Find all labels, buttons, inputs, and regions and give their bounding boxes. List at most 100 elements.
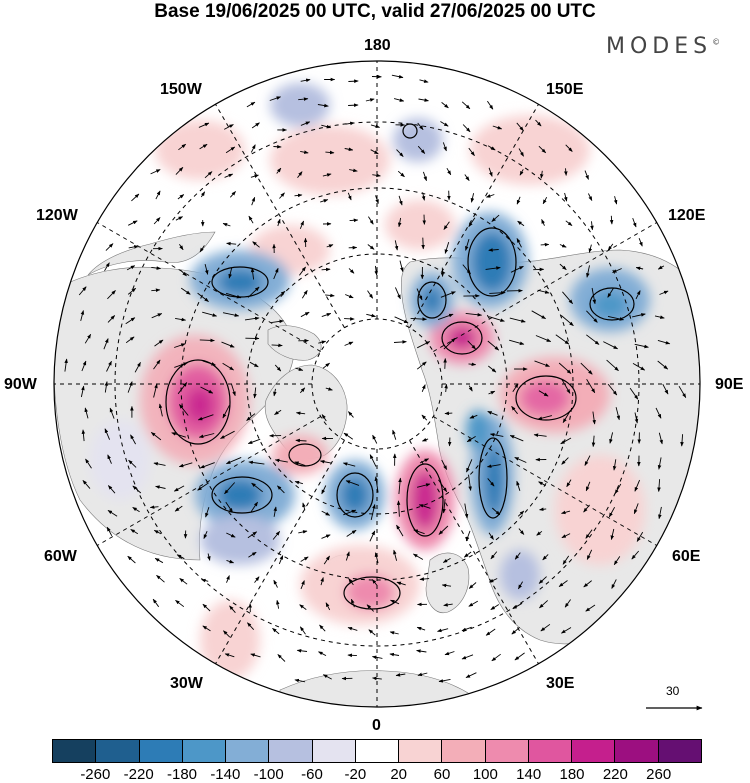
wind-vector-arrow — [248, 551, 257, 558]
wind-vector-arrow — [512, 602, 523, 610]
wind-vector-arrow — [197, 292, 209, 302]
wind-vector-arrow — [393, 98, 405, 102]
wind-vector-arrow — [322, 674, 332, 680]
wind-vector-arrow — [422, 171, 427, 182]
wind-vector-arrow — [631, 550, 640, 560]
wind-vector-arrow — [680, 434, 684, 447]
colorbar-tick-label: -60 — [301, 766, 323, 783]
wind-vector-arrow — [517, 510, 525, 517]
label-lon-90w: 90W — [4, 376, 37, 393]
wind-vector-arrow — [107, 485, 116, 494]
wind-vector-arrow — [635, 290, 641, 300]
wind-vector-arrow — [418, 504, 431, 509]
wind-vector-arrow — [153, 529, 162, 535]
wind-vector-arrow — [343, 509, 357, 516]
wind-vector-arrow — [343, 432, 354, 440]
wind-vector-arrow — [247, 438, 261, 445]
colorbar-tick-label: 180 — [559, 766, 585, 783]
wind-vector-arrow — [347, 626, 358, 631]
wind-vector-arrow — [318, 651, 327, 656]
wind-vector-arrow — [421, 437, 429, 442]
wind-vector-arrow — [155, 485, 166, 489]
wind-vector-arrow — [516, 196, 521, 205]
wind-vector-arrow — [175, 216, 183, 221]
wind-vector-arrow — [225, 456, 242, 465]
wind-vector-arrow — [462, 124, 471, 133]
wind-vector-arrow — [300, 78, 311, 83]
wind-vector-arrow — [486, 464, 501, 468]
wind-vector-arrow — [394, 316, 409, 324]
label-lon-0: 0 — [372, 717, 381, 734]
wind-vector-arrow — [220, 430, 235, 439]
wind-vector-arrow — [488, 365, 497, 373]
wind-vector-arrow — [274, 458, 288, 463]
wind-vector-arrow — [390, 599, 400, 605]
wind-vector-arrow — [609, 215, 614, 225]
wind-vector-arrow — [461, 626, 472, 632]
wind-vector-arrow — [516, 237, 522, 248]
wind-vector-arrow — [349, 218, 359, 223]
wind-vector-arrow — [588, 244, 593, 253]
colorbar-tick-label: -260 — [80, 766, 111, 783]
colorbar-segment — [182, 740, 227, 762]
wind-vector-arrow — [365, 98, 375, 102]
wind-vector-arrow — [294, 480, 304, 485]
wind-vector-arrow — [104, 381, 109, 393]
wind-vector-arrow — [583, 580, 592, 588]
colorbar-tick-label: -100 — [253, 766, 284, 783]
wind-vector-arrow — [224, 173, 234, 178]
wind-vector-arrow — [565, 144, 573, 152]
wind-vector-arrow — [150, 169, 161, 175]
wind-vector-arrow — [586, 334, 600, 345]
colorbar-segment — [96, 740, 140, 762]
wind-vector-arrow — [198, 122, 210, 128]
map-title: Base 19/06/2025 00 UTC, valid 27/06/2025… — [154, 1, 596, 22]
wind-vector-arrow — [421, 414, 428, 421]
wind-vector-arrow — [440, 291, 456, 298]
wind-vector-arrow — [511, 405, 518, 415]
wind-vector-arrow — [319, 624, 326, 632]
wind-vector-arrow — [632, 313, 646, 318]
colorbar-tick-label: -20 — [344, 766, 367, 783]
wind-vector-arrow — [560, 315, 574, 327]
wind-vector-arrow — [225, 146, 236, 154]
wind-vector-arrow — [347, 653, 357, 658]
wind-vector-arrow — [442, 558, 451, 563]
wind-vector-arrow — [348, 79, 359, 84]
wind-vector-arrow — [178, 462, 193, 468]
wind-vector-arrow — [446, 167, 452, 176]
wind-vector-arrow — [490, 604, 500, 610]
wind-vector-arrow — [413, 529, 425, 535]
wind-vector-arrow — [174, 362, 188, 368]
wind-vector-arrow — [657, 265, 665, 270]
wind-vector-arrow — [607, 288, 614, 298]
wind-vector-arrow — [299, 604, 307, 610]
wind-vector-arrow — [462, 264, 471, 275]
wind-vector-arrow — [226, 241, 237, 246]
label-lon-30e: 30E — [546, 675, 575, 692]
wind-vector-arrow — [294, 678, 306, 683]
wind-vector-arrow — [442, 499, 446, 514]
wind-vector-arrow — [488, 532, 494, 540]
vector-scale-label: 30 — [666, 684, 680, 698]
wind-vector-arrow — [276, 599, 280, 609]
wind-vector-arrow — [132, 507, 140, 513]
wind-vector-arrow — [300, 150, 309, 154]
wind-vector-arrow — [295, 438, 307, 443]
wind-vector-arrow — [347, 192, 352, 201]
wind-vector-arrow — [537, 415, 553, 420]
wind-vector-arrow — [198, 433, 215, 439]
wind-vector-arrow — [321, 534, 331, 539]
wind-vector-arrow — [272, 531, 281, 540]
wind-vector-arrow — [252, 241, 260, 248]
wind-vector-arrow — [519, 169, 524, 176]
wind-vector-arrow — [485, 628, 496, 636]
wind-vector-arrow — [410, 317, 427, 321]
wind-vector-arrow — [153, 217, 161, 225]
wind-vector-arrow — [322, 173, 332, 177]
wind-vector-arrow — [64, 358, 68, 372]
wind-vector-arrow — [538, 145, 547, 154]
colorbar-tick-label: 60 — [433, 766, 451, 783]
wind-vector-arrow — [518, 148, 524, 157]
wind-vector-arrow — [229, 191, 236, 198]
